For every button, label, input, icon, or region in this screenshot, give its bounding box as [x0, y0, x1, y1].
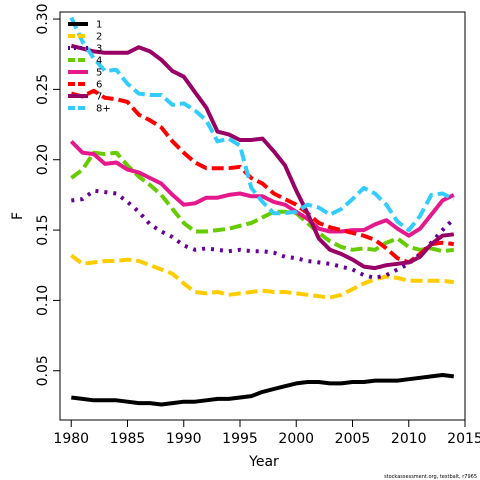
footer-note: stockassessment.org, testbalt, r7965	[384, 474, 477, 480]
legend-label-1: 1	[96, 20, 102, 31]
y-tick-label-4: 0.25	[35, 74, 51, 105]
legend-label-5: 5	[96, 68, 102, 79]
y-tick-label-3: 0.20	[35, 144, 51, 175]
legend-label-6: 6	[96, 80, 102, 91]
y-axis: 0.05 0.10 0.15 0.20 0.25 0.30	[35, 3, 60, 386]
x-tick-label-2005: 2005	[335, 431, 371, 447]
series-line-6	[70, 88, 455, 265]
x-tick-label-2010: 2010	[391, 431, 427, 447]
legend-label-4: 4	[96, 56, 102, 67]
y-axis-title: F	[10, 212, 26, 220]
x-tick-label-2000: 2000	[278, 431, 314, 447]
series-line-4	[70, 150, 455, 254]
y-tick-label-0: 0.05	[35, 355, 51, 386]
series-line-7	[70, 43, 455, 271]
x-tick-label-2015: 2015	[447, 431, 480, 447]
y-tick-label-5: 0.30	[35, 3, 51, 34]
x-axis-title: Year	[248, 454, 279, 470]
series-line-3	[71, 188, 456, 280]
x-tick-label-1995: 1995	[222, 431, 258, 447]
x-tick-label-1980: 1980	[53, 431, 89, 447]
x-tick-label-1985: 1985	[110, 431, 146, 447]
plot-frame	[59, 11, 466, 421]
legend-label-7: 7	[96, 92, 102, 103]
series-line-8	[69, 16, 455, 233]
legend-label-8: 8+	[96, 104, 111, 115]
plot-lines	[69, 16, 456, 407]
x-tick-label-1990: 1990	[166, 431, 202, 447]
y-tick-label-2: 0.15	[35, 215, 51, 246]
series-line-5	[69, 139, 455, 238]
legend-label-2: 2	[96, 32, 102, 43]
series-line-1	[71, 373, 455, 407]
legend-label-3: 3	[96, 44, 102, 55]
x-axis: 1980 1985 1990 1995 2000 2005 2010 2015	[53, 420, 480, 447]
y-tick-label-1: 0.10	[35, 285, 51, 316]
